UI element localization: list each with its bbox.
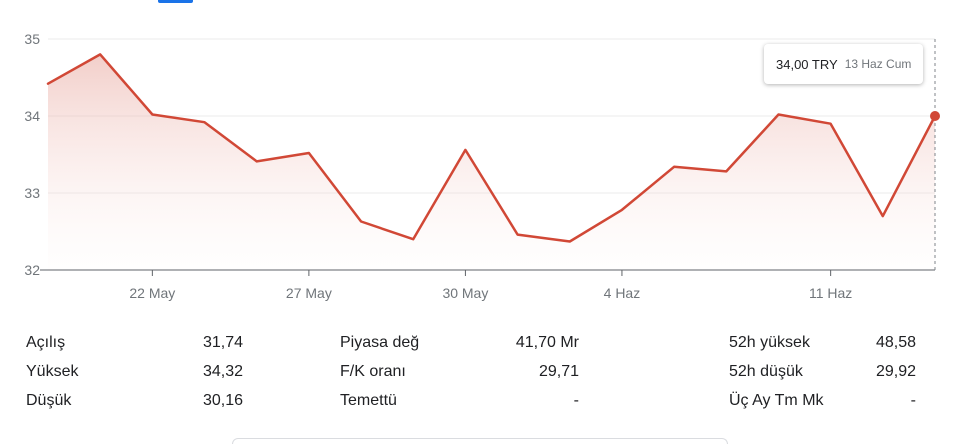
stat-value: - bbox=[573, 392, 579, 409]
stat-label: 52h düşük bbox=[729, 363, 803, 380]
stats-table: Açılış 31,74 Piyasa değ 41,70 Mr 52h yük… bbox=[26, 330, 916, 413]
x-tick-label: 30 May bbox=[442, 285, 488, 301]
active-tab-indicator bbox=[158, 0, 193, 3]
stat-label: Açılış bbox=[26, 334, 66, 351]
x-tick-label: 27 May bbox=[286, 285, 332, 301]
stat-label: Üç Ay Tm Mk bbox=[729, 392, 824, 409]
y-tick-label: 33 bbox=[24, 185, 40, 201]
current-price-point[interactable] bbox=[930, 111, 940, 121]
stat-label: F/K oranı bbox=[340, 363, 406, 380]
x-tick-label: 11 Haz bbox=[809, 285, 852, 301]
stat-value: 30,16 bbox=[202, 392, 243, 409]
tooltip-price: 34,00 TRY bbox=[776, 56, 838, 72]
stat-value: 34,32 bbox=[202, 363, 243, 380]
price-chart[interactable]: 32 33 34 35 22 May 27 May 30 May 4 Haz 11 Haz bbox=[0, 0, 960, 320]
x-axis-ticks: 22 May 27 May 30 May 4 Haz 11 Haz bbox=[129, 270, 852, 301]
stat-value: - bbox=[910, 392, 916, 409]
stat-label: Temettü bbox=[340, 392, 397, 409]
y-tick-label: 35 bbox=[24, 31, 40, 47]
y-tick-label: 34 bbox=[24, 108, 40, 124]
stat-label: Düşük bbox=[26, 392, 72, 409]
price-line bbox=[46, 53, 937, 243]
stat-value: 29,71 bbox=[538, 363, 579, 380]
y-tick-label: 32 bbox=[24, 262, 40, 278]
next-card-edge bbox=[232, 438, 728, 444]
y-axis-ticks: 32 33 34 35 bbox=[24, 31, 40, 278]
tooltip-date: 13 Haz Cum bbox=[844, 57, 912, 71]
stat-label: Yüksek bbox=[26, 363, 79, 380]
price-tooltip: 34,00 TRY 13 Haz Cum bbox=[764, 44, 924, 84]
stat-value: 48,58 bbox=[875, 334, 916, 351]
stat-label: 52h yüksek bbox=[729, 334, 810, 351]
price-area-fill bbox=[48, 54, 935, 271]
x-tick-label: 22 May bbox=[129, 285, 175, 301]
stat-value: 29,92 bbox=[875, 363, 916, 380]
stat-value: 41,70 Mr bbox=[515, 334, 579, 351]
stat-label: Piyasa değ bbox=[340, 334, 420, 351]
stat-value: 31,74 bbox=[202, 334, 243, 351]
x-tick-label: 4 Haz bbox=[604, 285, 641, 301]
